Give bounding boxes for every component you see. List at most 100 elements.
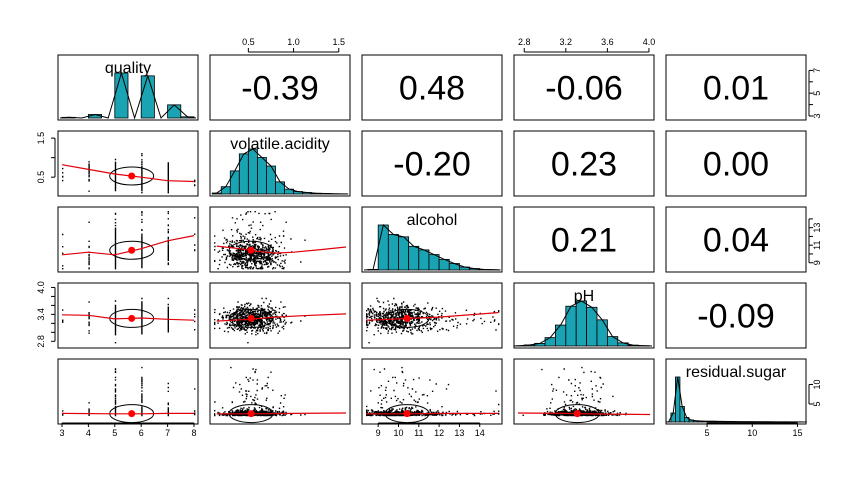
variable-label: pH [574, 288, 594, 305]
histogram-bar [408, 245, 420, 271]
panel-border [665, 282, 807, 349]
panel-pH-quality [57, 282, 199, 349]
panel-quality-alcohol: 0.48 [361, 54, 503, 121]
lowess-line [365, 312, 499, 321]
lowess-line [517, 412, 651, 416]
panel-border [513, 54, 655, 121]
top-tick-label: 1.0 [287, 37, 300, 47]
histogram-bar [675, 376, 681, 423]
density-curve [363, 224, 501, 271]
histogram-bar [596, 319, 608, 347]
left-tick-label: 3.4 [36, 308, 46, 321]
histogram-bar [428, 254, 440, 271]
panel-pH-pH: pH [513, 282, 655, 349]
bottom-tick-label: 3 [59, 428, 64, 438]
correlation-label: 0.48 [399, 70, 465, 108]
mean-point [128, 314, 136, 322]
histogram-bar [670, 412, 676, 423]
left-tick-label: 2.8 [36, 335, 46, 348]
correlation-ellipse [228, 308, 274, 328]
scatter-cloud [214, 297, 347, 344]
bottom-tick-label: 12 [434, 428, 444, 438]
lowess-line [61, 314, 195, 321]
scatter-points [62, 366, 196, 417]
panel-border [361, 282, 503, 349]
panel-quality-residual.sugar: 0.01 [665, 54, 807, 121]
top-tick-label: 1.5 [333, 37, 346, 47]
panel-border [209, 206, 351, 273]
histogram-bar [167, 104, 182, 119]
mean-point [128, 246, 136, 254]
panel-quality-volatile.acidity: -0.39 [209, 54, 351, 121]
density-curve [59, 71, 197, 120]
lowess-line [61, 235, 195, 256]
scatter-points [214, 366, 306, 417]
scatter-cloud [61, 211, 196, 270]
scatter-points [214, 211, 306, 270]
left-tick-label: 1.5 [36, 132, 46, 145]
panel-border [513, 130, 655, 197]
bottom-tick-label: 5 [705, 428, 710, 438]
panel-volatile.acidity-alcohol: -0.20 [361, 130, 503, 197]
scatter-points [62, 297, 196, 344]
variable-label: volatile.acidity [230, 136, 330, 153]
panel-alcohol-volatile.acidity [209, 206, 351, 273]
scatter-cloud [214, 211, 347, 270]
panel-border [209, 358, 351, 425]
correlation-label: 0.23 [551, 146, 617, 184]
scatter-cloud [214, 366, 347, 424]
top-tick-label: 0.5 [242, 37, 255, 47]
panel-border [57, 54, 199, 121]
histogram-bar [220, 186, 231, 195]
right-tick-label: 9 [812, 260, 822, 265]
bottom-tick-label: 6 [139, 428, 144, 438]
scatter-cloud [61, 297, 196, 344]
histogram-bar [387, 234, 399, 271]
correlation-ellipse [109, 166, 155, 186]
panel-volatile.acidity-pH: 0.23 [513, 130, 655, 197]
scatter-cloud [517, 366, 651, 424]
variable-label: residual.sugar [686, 364, 787, 381]
panel-residual.sugar-quality [57, 358, 199, 425]
scatter-cloud [366, 366, 500, 424]
panel-border [361, 206, 503, 273]
top-tick-label: 4.0 [643, 37, 656, 47]
mean-point [128, 172, 136, 180]
panel-border [361, 54, 503, 121]
panel-border [513, 206, 655, 273]
panel-border [665, 130, 807, 197]
panel-border [513, 282, 655, 349]
mean-point [573, 410, 581, 418]
variable-label: quality [105, 60, 151, 77]
correlation-ellipse [228, 240, 274, 260]
bottom-tick-label: 8 [191, 428, 196, 438]
panel-alcohol-pH: 0.21 [513, 206, 655, 273]
correlation-label: -0.39 [241, 70, 319, 108]
right-tick-label: 5 [812, 401, 822, 406]
panel-residual.sugar-residual.sugar: residual.sugar [665, 358, 807, 425]
histogram-bar [398, 236, 410, 271]
top-tick-label: 3.6 [601, 37, 614, 47]
histogram-bar [679, 406, 685, 423]
panel-pH-residual.sugar: -0.09 [665, 282, 807, 349]
scatter-points [366, 366, 500, 417]
histogram-bar [266, 165, 276, 195]
panel-volatile.acidity-volatile.acidity: volatile.acidity [209, 130, 351, 197]
correlation-label: 0.01 [703, 70, 769, 108]
panel-residual.sugar-volatile.acidity [209, 358, 351, 425]
bottom-tick-label: 4 [86, 428, 91, 438]
panel-pH-alcohol [361, 282, 503, 349]
lowess-line [216, 313, 347, 322]
histogram-bar [140, 75, 155, 119]
right-tick-label: 5 [812, 91, 822, 96]
panel-quality-pH: -0.06 [513, 54, 655, 121]
scatter-points [522, 366, 627, 417]
bottom-tick-label: 5 [112, 428, 117, 438]
panel-border [209, 130, 351, 197]
scatter-cloud [365, 297, 500, 344]
bottom-tick-label: 15 [792, 428, 802, 438]
right-tick-label: 11 [812, 241, 822, 250]
bottom-tick-label: 14 [475, 428, 485, 438]
panel-border [57, 282, 199, 349]
bottom-tick-label: 11 [414, 428, 423, 438]
